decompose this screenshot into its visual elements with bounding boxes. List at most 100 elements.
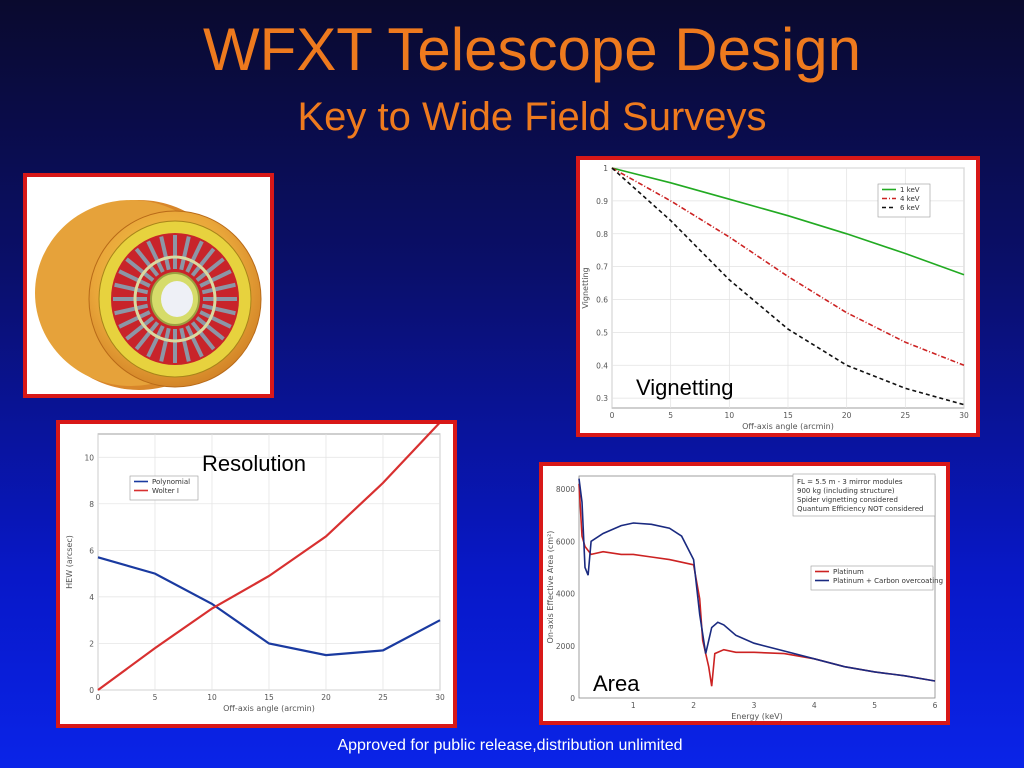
vignetting-chart: 0 5 10 15 20 25 30 0.3 0.4 0.5 0.6 0.7 0.8 0.9 1 Off-ax… bbox=[581, 164, 969, 431]
mirror-spoke bbox=[195, 257, 225, 282]
legend-entry: Platinum + Carbon overcoating bbox=[833, 577, 943, 585]
series-line-platinum-carbon-overcoating bbox=[578, 478, 936, 682]
series-line-wolter-i bbox=[97, 424, 441, 691]
x-tick-label: 1 bbox=[631, 701, 636, 710]
x-tick-label: 5 bbox=[668, 411, 673, 420]
x-tick-label: 5 bbox=[153, 693, 158, 702]
y-tick-label: 6000 bbox=[556, 537, 575, 546]
mirror-spoke bbox=[125, 316, 155, 341]
annotation-box bbox=[792, 473, 936, 517]
x-axis-label: Energy (keV) bbox=[731, 712, 783, 721]
y-tick-label: 4000 bbox=[556, 590, 575, 599]
x-tick-label: 25 bbox=[378, 693, 388, 702]
y-axis-label: Vignetting bbox=[581, 267, 590, 308]
legend-entry: 1 keV bbox=[900, 186, 920, 194]
mirror-spoke bbox=[179, 236, 191, 271]
y-tick-label: 2000 bbox=[556, 642, 575, 651]
series-line-1-kev bbox=[611, 167, 965, 276]
y-tick-label: 0.7 bbox=[596, 263, 608, 272]
resolution-caption: Resolution bbox=[202, 451, 306, 476]
mirror-spoke bbox=[199, 310, 232, 329]
x-tick-label: 20 bbox=[842, 411, 852, 420]
release-footer: Approved for public release,distribution… bbox=[337, 737, 683, 754]
y-axis-label: HEW (arcsec) bbox=[65, 535, 74, 589]
legend-entry: 4 keV bbox=[900, 195, 920, 203]
mirror-spoke bbox=[118, 310, 151, 329]
x-tick-label: 4 bbox=[812, 701, 817, 710]
resolution-chart-panel: 0 5 10 15 20 25 30 0 2 4 6 8 10 Off-axis angle (arcmi… bbox=[56, 420, 457, 728]
mirror-spoke bbox=[201, 282, 236, 295]
x-axis-label: Off-axis angle (arcmin) bbox=[742, 422, 834, 431]
y-tick-label: 0.5 bbox=[596, 328, 608, 337]
y-tick-label: 0.6 bbox=[596, 296, 608, 305]
x-tick-label: 20 bbox=[321, 693, 331, 702]
x-tick-label: 25 bbox=[901, 411, 911, 420]
series-line-4-kev bbox=[611, 167, 965, 367]
y-tick-label: 0.4 bbox=[596, 361, 608, 370]
x-tick-label: 0 bbox=[96, 693, 101, 702]
mirror-spoke bbox=[190, 247, 216, 277]
mirror-spoke bbox=[146, 240, 165, 273]
telescope-mirror-module-icon bbox=[27, 177, 270, 394]
mirror-spoke bbox=[199, 269, 232, 288]
slide-title: WFXT Telescope Design bbox=[202, 16, 862, 83]
vignetting-chart-panel: 0 5 10 15 20 25 30 0.3 0.4 0.5 0.6 0.7 0.8 0.9 1 Off-ax… bbox=[576, 156, 980, 437]
resolution-chart: 0 5 10 15 20 25 30 0 2 4 6 8 10 Off-axis angle (arcmi… bbox=[65, 424, 445, 713]
mirror-spoke bbox=[146, 325, 165, 358]
mirror-spoke bbox=[134, 247, 160, 277]
vignetting-caption: Vignetting bbox=[636, 375, 734, 400]
mirror-spoke bbox=[125, 257, 155, 282]
y-tick-label: 0.3 bbox=[596, 394, 608, 403]
y-tick-label: 8 bbox=[89, 500, 94, 509]
mirror-spoke bbox=[114, 282, 149, 295]
annotation-line: Spider vignetting considered bbox=[797, 496, 898, 504]
series-line-6-kev bbox=[611, 167, 965, 406]
x-tick-label: 10 bbox=[207, 693, 217, 702]
mirror-spoke bbox=[195, 316, 225, 341]
area-chart-panel: 1 2 3 4 5 6 0 2000 4000 6000 8000 Energy (keV) On-ax… bbox=[539, 462, 950, 725]
y-tick-label: 4 bbox=[89, 593, 94, 602]
x-tick-label: 30 bbox=[435, 693, 445, 702]
mirror-spoke bbox=[134, 321, 160, 351]
mirror-spoke bbox=[185, 240, 204, 273]
y-tick-label: 10 bbox=[84, 453, 94, 462]
legend-entry: Platinum bbox=[833, 568, 864, 576]
x-tick-label: 5 bbox=[872, 701, 877, 710]
y-tick-label: 1 bbox=[603, 164, 608, 173]
slide-subtitle: Key to Wide Field Surveys bbox=[297, 95, 767, 139]
legend-entry: 6 keV bbox=[900, 204, 920, 212]
y-tick-label: 0 bbox=[89, 686, 94, 695]
x-tick-label: 10 bbox=[725, 411, 735, 420]
x-tick-label: 15 bbox=[783, 411, 793, 420]
annotation-line: FL = 5.5 m - 3 mirror modules bbox=[797, 478, 903, 486]
y-tick-label: 8000 bbox=[556, 485, 575, 494]
legend-box bbox=[129, 475, 199, 501]
y-tick-label: 6 bbox=[89, 546, 94, 555]
y-tick-label: 0 bbox=[570, 694, 575, 703]
x-tick-label: 0 bbox=[610, 411, 615, 420]
x-axis-label: Off-axis angle (arcmin) bbox=[223, 704, 315, 713]
x-tick-label: 3 bbox=[752, 701, 757, 710]
mirror-spoke bbox=[201, 303, 236, 316]
series-line-polynomial bbox=[97, 556, 441, 657]
x-tick-label: 6 bbox=[933, 701, 938, 710]
mirror-spoke bbox=[159, 236, 171, 271]
mirror-spoke bbox=[185, 325, 204, 358]
mirror-spoke bbox=[159, 327, 171, 362]
annotation-line: Quantum Efficiency NOT considered bbox=[797, 505, 923, 513]
area-chart: 1 2 3 4 5 6 0 2000 4000 6000 8000 Energy (keV) On-ax… bbox=[546, 473, 943, 721]
legend-entry: Wolter I bbox=[152, 487, 179, 495]
y-tick-label: 0.8 bbox=[596, 230, 608, 239]
x-tick-label: 15 bbox=[264, 693, 274, 702]
mirror-spoke bbox=[114, 303, 149, 316]
mirror-spoke bbox=[190, 321, 216, 351]
legend-box bbox=[810, 565, 934, 591]
area-caption: Area bbox=[593, 671, 640, 696]
y-tick-label: 0.9 bbox=[596, 197, 608, 206]
mirror-spoke bbox=[179, 327, 191, 362]
legend-entry: Polynomial bbox=[152, 478, 190, 486]
mirror-spoke bbox=[118, 269, 151, 288]
annotation-line: 900 kg (including structure) bbox=[797, 487, 895, 495]
y-axis-label: On-axis Effective Area (cm²) bbox=[546, 531, 555, 644]
x-tick-label: 30 bbox=[959, 411, 969, 420]
